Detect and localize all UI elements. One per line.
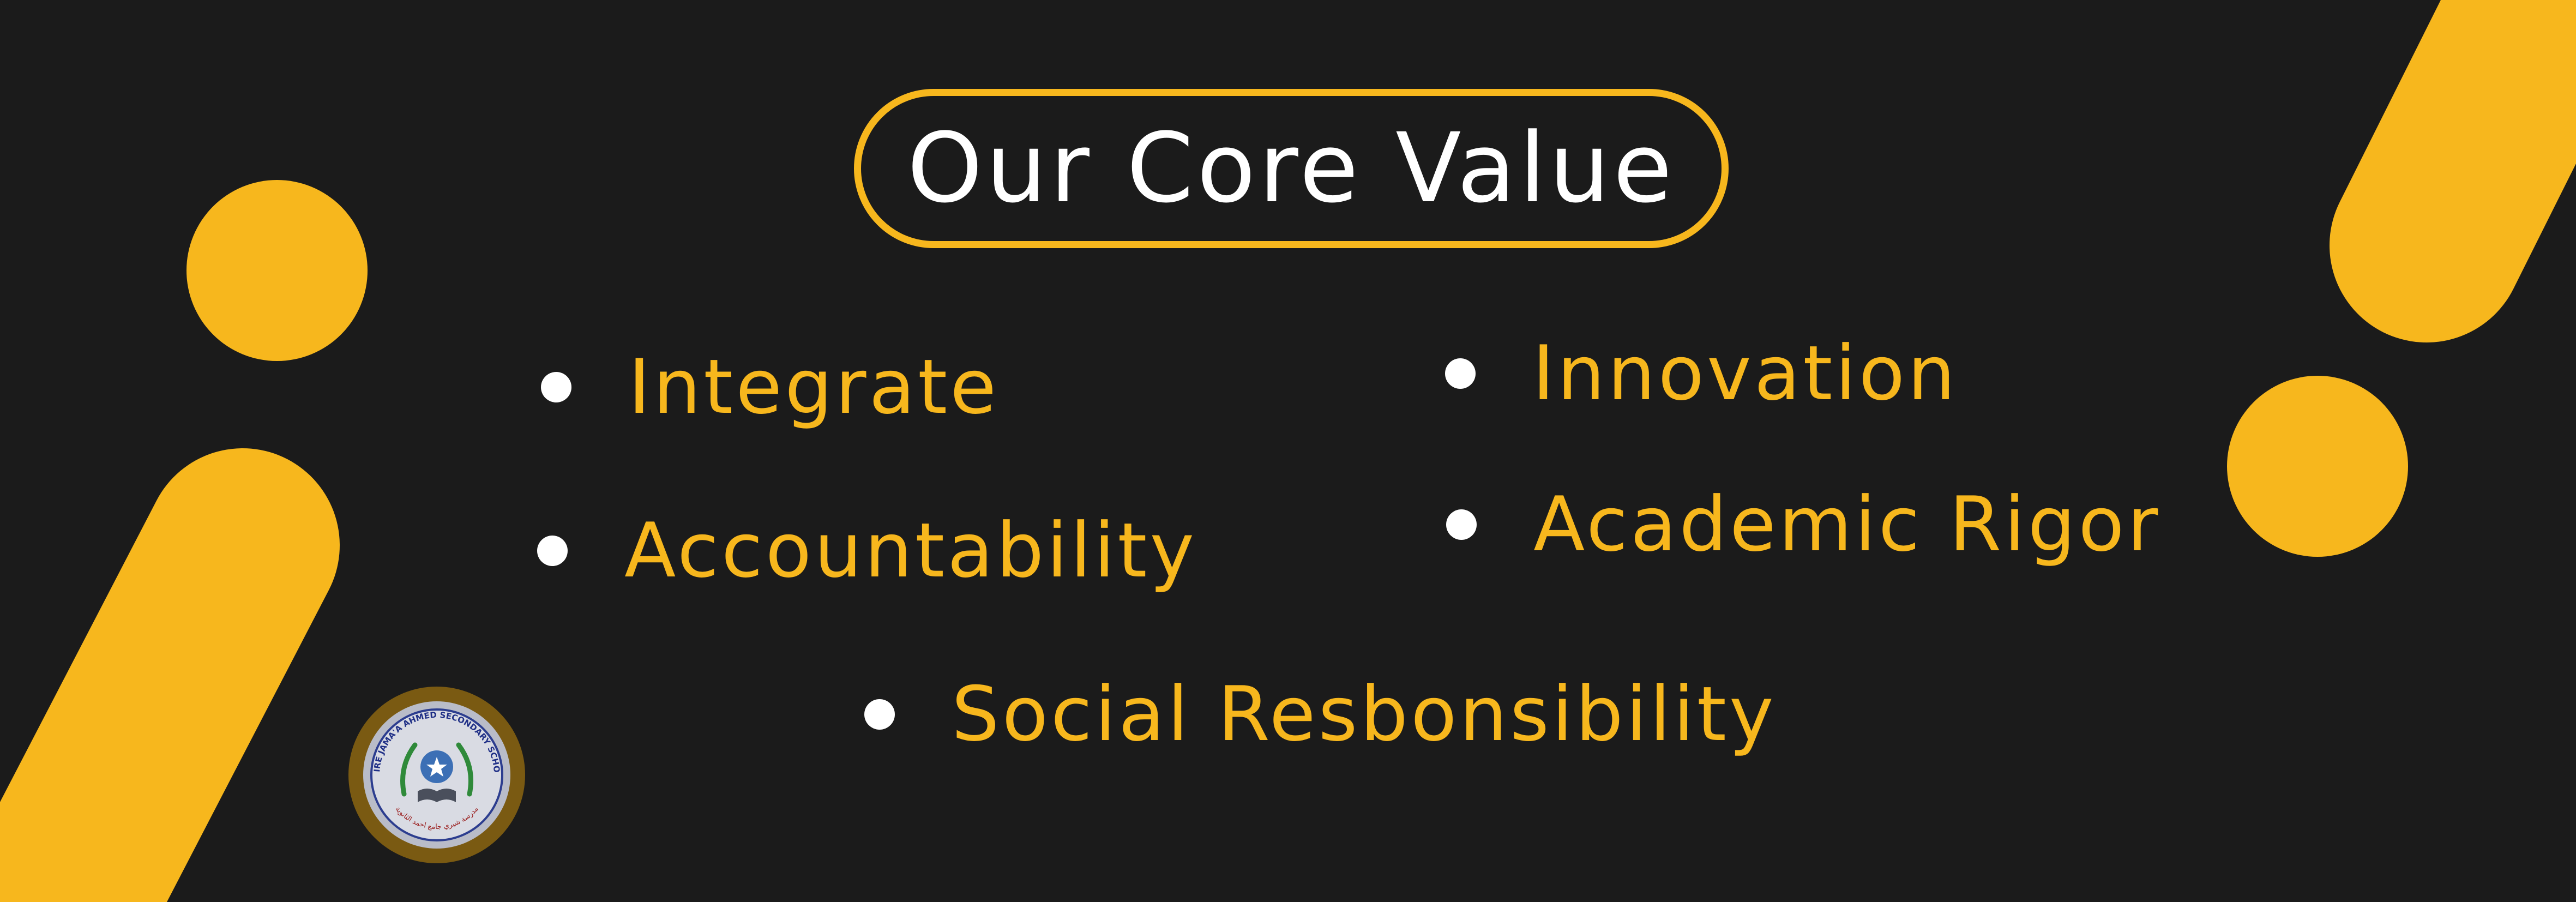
value-label: Social Resbonsibility xyxy=(952,670,1777,758)
value-item-integrate: Integrate xyxy=(541,344,999,431)
title-pill: Our Core Value xyxy=(854,89,1729,248)
bullet-dot-icon xyxy=(1445,358,1476,389)
decor-circle-right xyxy=(2227,376,2408,557)
value-item-innovation: Innovation xyxy=(1445,330,1958,417)
decor-capsule-left xyxy=(0,448,340,902)
page-title: Our Core Value xyxy=(907,112,1676,224)
value-label: Innovation xyxy=(1532,329,1958,417)
value-item-social-responsibility: Social Resbonsibility xyxy=(864,671,1777,758)
bullet-dot-icon xyxy=(1446,509,1477,540)
decor-circle-left xyxy=(186,180,368,361)
decor-capsule-right xyxy=(2330,0,2576,342)
school-logo-icon: SHIRE JAMA'A AHMED SECONDARY SCHOOL مدرس… xyxy=(347,685,525,863)
value-label: Integrate xyxy=(628,343,1000,431)
value-item-academic-rigor: Academic Rigor xyxy=(1446,481,2160,568)
bullet-dot-icon xyxy=(541,372,571,402)
value-label: Accountability xyxy=(624,507,1197,594)
value-label: Academic Rigor xyxy=(1533,480,2161,568)
bullet-dot-icon xyxy=(864,699,895,730)
bullet-dot-icon xyxy=(537,536,568,566)
value-item-accountability: Accountability xyxy=(537,507,1197,594)
